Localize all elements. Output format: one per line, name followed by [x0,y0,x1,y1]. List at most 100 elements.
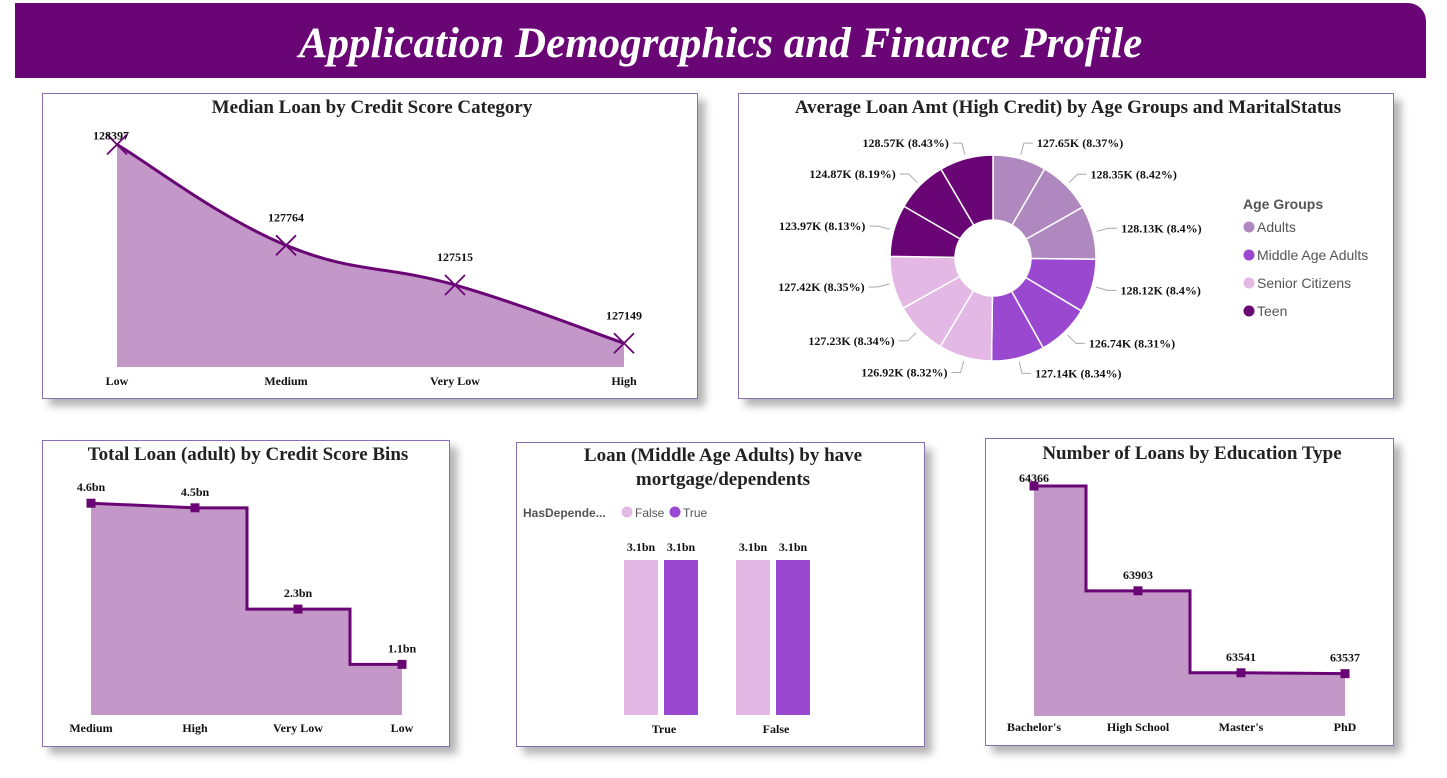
slice-label: 127.42K (8.35%) [778,280,864,294]
x-tick-label: Low [106,374,129,388]
data-label: 63903 [1123,568,1153,582]
data-label: 64366 [1019,471,1049,485]
x-tick-label: Medium [69,721,112,735]
average-loan-card[interactable]: Average Loan Amt (High Credit) by Age Gr… [738,93,1394,399]
leader-line [951,360,965,373]
leader-line [1096,227,1118,232]
total-loan-chart: Total Loan (adult) by Credit Score Bins … [69,444,417,735]
slice-label: 128.13K (8.4%) [1121,221,1201,235]
x-tick-label: High School [1107,720,1170,734]
data-point [397,659,407,669]
legend-marker [1243,277,1255,289]
slice-label: 128.57K (8.43%) [863,136,949,150]
bar [776,560,810,715]
median-loan-chart: Median Loan by Credit Score Category 128… [93,97,642,388]
chart-title: Number of Loans by Education Type [1042,443,1341,464]
education-loans-card[interactable]: Number of Loans by Education Type 64366 B… [985,438,1394,746]
x-tick-label: Master's [1219,720,1264,734]
legend-item: Middle Age Adults [1257,247,1368,263]
middle-age-loan-card[interactable]: Loan (Middle Age Adults) by have mortgag… [516,442,925,747]
legend-marker [1243,249,1255,261]
data-point [1029,481,1039,491]
data-point [106,133,128,156]
legend-title: Age Groups [1243,196,1323,212]
slice-label: 127.23K (8.34%) [808,334,894,348]
bar [624,560,658,715]
area-fill [117,144,624,367]
chart-title-line-2: mortgage/dependents [636,469,810,490]
legend-title: HasDepende... [523,506,606,520]
legend-item: Adults [1257,219,1296,235]
leader-line [1095,286,1117,291]
data-point [275,234,297,256]
data-label: 127515 [437,250,473,264]
slice-label: 123.97K (8.13%) [779,219,865,233]
chart-title: Median Loan by Credit Score Category [212,97,533,118]
data-label: 63541 [1226,650,1256,664]
x-tick-label: Medium [264,374,307,388]
x-tick-label: High [182,721,208,735]
legend-item: Senior Citizens [1257,275,1351,291]
leader-line [868,283,890,288]
data-point [86,498,96,508]
data-point [190,503,200,513]
series-line [116,143,625,345]
x-tick-label: PhD [1334,720,1357,734]
data-label: 127149 [606,308,642,322]
slice-label: 128.35K (8.42%) [1091,167,1177,181]
leader-line [1067,334,1085,344]
slice-label: 124.87K (8.19%) [809,167,895,181]
median-loan-card[interactable]: Median Loan by Credit Score Category 128… [42,93,698,399]
bar [664,560,698,715]
data-label: 3.1bn [667,540,696,554]
legend-item: True [683,506,708,520]
legend-marker [621,506,633,518]
leader-line [1068,173,1087,184]
donut-slice [939,154,994,227]
data-label: 3.1bn [739,540,768,554]
leader-line [898,332,917,342]
chart-title: Average Loan Amt (High Credit) by Age Gr… [795,97,1341,118]
data-label: 4.6bn [77,480,106,494]
legend-marker [1243,305,1255,317]
slice-label: 127.14K (8.34%) [1035,366,1121,380]
x-tick-label: Very Low [273,721,323,735]
bar [736,560,770,715]
page-title: Application Demographics and Finance Pro… [298,20,1143,67]
x-tick-label: False [763,722,790,736]
slice-label: 128.12K (8.4%) [1121,283,1201,297]
data-point [1340,669,1350,679]
data-label: 4.5bn [181,485,210,499]
total-loan-card[interactable]: Total Loan (adult) by Credit Score Bins … [42,440,450,747]
data-label: 3.1bn [779,540,808,554]
data-point [613,332,635,354]
leader-line [899,173,918,183]
leader-line [952,142,966,155]
slice-label: 127.65K (8.37%) [1037,136,1123,150]
legend-marker [1243,221,1255,233]
leader-line [1018,361,1032,374]
data-label: 1.1bn [388,641,417,655]
slice-label: 126.74K (8.31%) [1089,336,1175,350]
data-label: 3.1bn [627,540,656,554]
data-label: 127764 [268,210,304,224]
data-label: 63537 [1330,651,1360,665]
data-label: 128397 [93,128,129,142]
chart-title-line-1: Loan (Middle Age Adults) by have [584,445,862,466]
data-point [1133,586,1143,596]
chart-title: Total Loan (adult) by Credit Score Bins [88,444,409,465]
dashboard-header: Application Demographics and Finance Pro… [15,3,1426,78]
average-loan-donut-chart: Average Loan Amt (High Credit) by Age Gr… [778,97,1368,380]
slice-label: 126.92K (8.32%) [861,365,947,379]
leader-line [869,225,891,230]
middle-age-loan-bar-chart: Loan (Middle Age Adults) by have mortgag… [523,445,862,736]
data-label: 2.3bn [284,586,313,600]
data-point [293,604,303,614]
x-tick-label: True [652,722,677,736]
x-tick-label: Bachelor's [1007,720,1061,734]
legend-item: False [635,506,665,520]
data-point [444,274,466,296]
data-point [1236,668,1246,678]
legend-marker [669,506,681,518]
x-tick-label: High [611,374,637,388]
